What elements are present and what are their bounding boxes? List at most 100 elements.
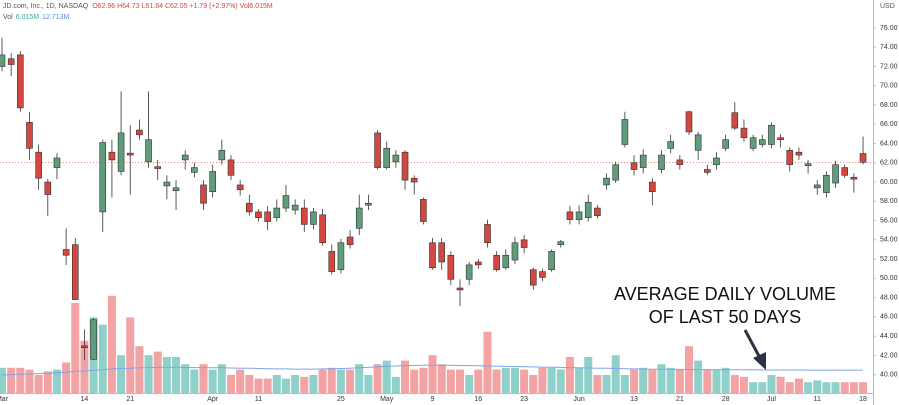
candle-body xyxy=(154,166,162,169)
candle-body xyxy=(209,171,216,192)
volume-bar xyxy=(199,364,208,393)
candle-body xyxy=(282,195,290,209)
candle-body xyxy=(639,154,647,168)
candle-body xyxy=(163,181,171,187)
candle-body xyxy=(337,242,345,271)
volume-bar xyxy=(254,378,263,393)
candle-body xyxy=(227,159,235,176)
candle-body xyxy=(475,261,482,266)
volume-bar xyxy=(492,369,501,393)
volume-bar xyxy=(620,375,629,393)
volume-bar xyxy=(135,346,144,393)
volume-bar xyxy=(501,367,510,393)
x-tick-label: 13 xyxy=(630,396,638,403)
y-tick-label: 62.00 xyxy=(880,160,898,167)
volume-bar xyxy=(437,364,446,393)
x-tick-label: 21 xyxy=(126,396,134,403)
candle-body xyxy=(575,211,583,220)
volume-bar xyxy=(675,369,684,393)
volume-bar xyxy=(336,369,345,393)
x-tick-label: 16 xyxy=(474,396,482,403)
y-tick-label: 68.00 xyxy=(880,102,898,109)
volume-bar xyxy=(309,375,318,393)
volume-bar xyxy=(43,371,52,393)
candle-body xyxy=(484,224,491,244)
volume-bar xyxy=(318,369,327,393)
candle-body xyxy=(126,152,134,156)
candle-body xyxy=(704,169,711,173)
volume-bar xyxy=(657,364,666,393)
volume-bar xyxy=(16,367,25,393)
candle-body xyxy=(71,244,79,300)
y-tick-label: 54.00 xyxy=(880,237,898,244)
candle-body xyxy=(264,211,271,222)
candle-body xyxy=(520,239,528,248)
volume-bar xyxy=(181,364,190,393)
x-tick-label: 9 xyxy=(431,396,435,403)
y-tick-label: 60.00 xyxy=(880,179,898,186)
volume-bar xyxy=(300,376,309,393)
volume-bar xyxy=(107,295,116,393)
candle-body xyxy=(99,142,107,213)
annotation-arrowhead xyxy=(753,352,766,370)
volume-average-line xyxy=(1,364,863,376)
y-tick-label: 76.00 xyxy=(880,25,898,32)
volume-bar xyxy=(547,367,556,393)
volume-bar xyxy=(419,367,428,393)
candle-body xyxy=(566,211,574,220)
volume-bar xyxy=(52,369,61,393)
candle-body xyxy=(328,251,336,272)
x-tick-label: Mar xyxy=(0,396,9,403)
x-tick-label: 28 xyxy=(722,396,730,403)
candle-body xyxy=(823,175,830,193)
y-tick-label: 70.00 xyxy=(880,83,898,90)
candle-body xyxy=(172,187,180,192)
volume-bar xyxy=(785,382,794,393)
x-tick-label: May xyxy=(380,396,394,403)
volume-bar xyxy=(721,367,730,393)
volume-bar xyxy=(245,375,254,393)
volume-bar xyxy=(117,355,126,393)
candle-body xyxy=(539,271,546,278)
volume-bar xyxy=(401,360,410,393)
candle-body xyxy=(255,211,262,218)
volume-bar xyxy=(446,369,455,393)
volume-bar xyxy=(483,331,492,393)
candle-body xyxy=(813,184,821,189)
candle-body xyxy=(374,132,381,168)
candle-body xyxy=(291,204,299,211)
volume-bar xyxy=(355,364,364,393)
volume-bar xyxy=(364,375,373,393)
volume-bar xyxy=(281,378,290,393)
candle-body xyxy=(246,202,253,213)
volume-bar xyxy=(126,317,135,393)
candle-body xyxy=(612,164,620,181)
volume-bar xyxy=(7,367,16,393)
candle-body xyxy=(740,127,748,139)
volume-bar xyxy=(822,382,831,393)
y-tick-label: 66.00 xyxy=(880,121,898,128)
volume-bar xyxy=(291,375,300,393)
volume-bar xyxy=(840,382,849,393)
candle-body xyxy=(557,241,565,245)
volume-bar xyxy=(272,375,281,393)
volume-bar xyxy=(80,340,89,393)
volume-bar xyxy=(227,375,235,393)
volume-bar xyxy=(859,382,868,393)
candle-body xyxy=(273,207,281,218)
annotation: AVERAGE DAILY VOLUME xyxy=(614,284,836,304)
candle-body xyxy=(658,154,665,170)
candle-body xyxy=(694,134,702,151)
volume-bar xyxy=(739,376,748,393)
candle-body xyxy=(117,132,125,172)
candle-body xyxy=(218,149,226,161)
candle-body xyxy=(26,122,33,149)
candle-body xyxy=(383,148,391,168)
candle-body xyxy=(420,199,427,222)
candle-body xyxy=(529,269,537,286)
volume-bar xyxy=(556,369,565,393)
volume-bar xyxy=(602,375,611,393)
x-tick-label: 11 xyxy=(814,396,821,403)
candle-body xyxy=(493,254,500,271)
